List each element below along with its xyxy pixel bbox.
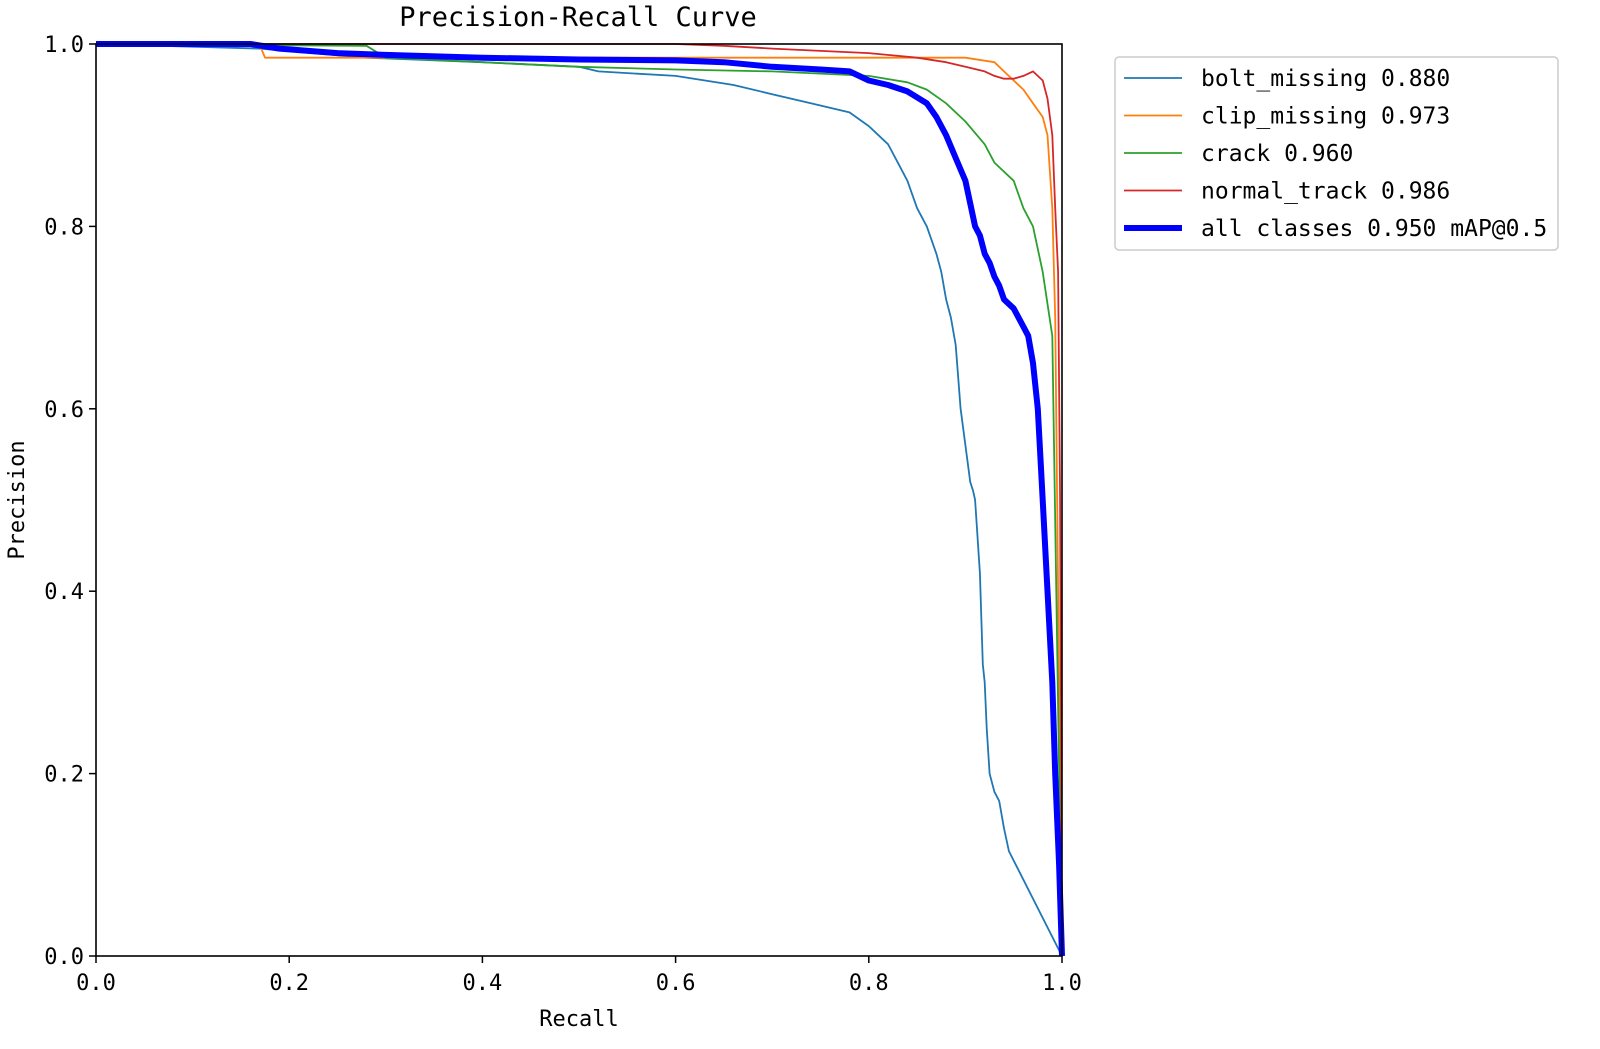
x-tick-label: 0.8: [849, 971, 889, 996]
y-tick-label: 1.0: [44, 33, 84, 58]
plot-background: [96, 44, 1062, 956]
y-tick-label: 0.6: [44, 398, 84, 423]
y-tick-label: 0.0: [44, 945, 84, 970]
x-tick-label: 0.2: [269, 971, 309, 996]
legend-label: normal_track 0.986: [1201, 179, 1450, 205]
x-axis-label: Recall: [539, 1007, 618, 1032]
series-line-normal_track: [96, 43, 1063, 957]
legend-label: bolt_missing 0.880: [1201, 66, 1450, 92]
legend: bolt_missing 0.880 clip_missing 0.973 crac…: [1114, 56, 1559, 251]
plot-frame: [95, 43, 1063, 957]
series-line-all-classes: [96, 41, 1065, 957]
series-layer: [95, 41, 1065, 957]
y-tick-label: 0.2: [44, 763, 84, 788]
chart-title: Precision-Recall Curve: [399, 2, 757, 33]
y-tick-label: 0.8: [44, 215, 84, 240]
legend-items: bolt_missing 0.880 clip_missing 0.973 crac…: [1124, 66, 1547, 242]
legend-label: clip_missing 0.973: [1201, 104, 1450, 130]
y-axis-label: Precision: [5, 440, 30, 559]
plot-area: [95, 41, 1065, 957]
legend-label: all classes 0.950 mAP@0.5: [1201, 216, 1547, 242]
x-tick-label: 0.4: [463, 971, 503, 996]
legend-label: crack 0.960: [1201, 141, 1353, 167]
x-tick-label: 1.0: [1042, 971, 1082, 996]
x-axis-ticks: 0.0 0.2 0.4 0.6 0.8 1.0: [76, 956, 1082, 996]
x-tick-label: 0.0: [76, 971, 116, 996]
legend-box: [1114, 56, 1559, 251]
x-tick-label: 0.6: [656, 971, 696, 996]
y-axis-ticks: 0.0 0.2 0.4 0.6 0.8 1.0: [44, 33, 96, 970]
y-tick-label: 0.4: [44, 580, 84, 605]
series-line-bolt_missing: [95, 43, 1063, 957]
series-line-crack: [95, 43, 1063, 957]
